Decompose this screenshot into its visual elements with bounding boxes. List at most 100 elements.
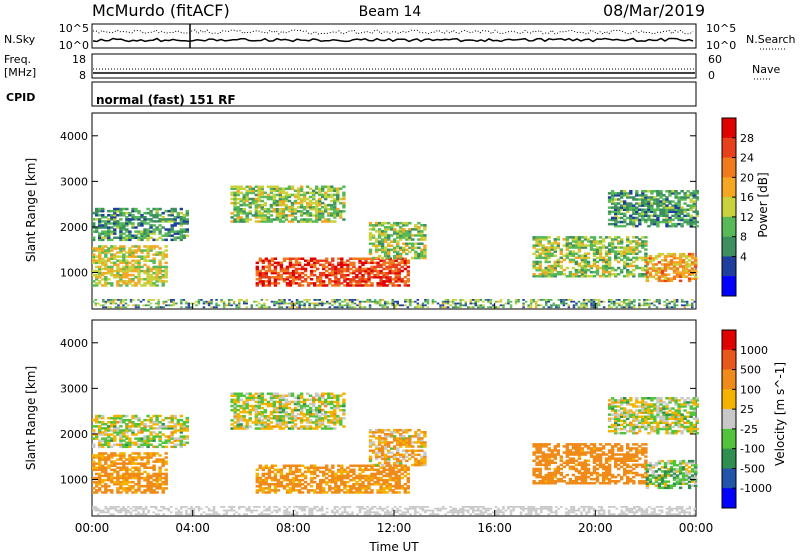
data-cell	[134, 276, 138, 279]
data-cell	[131, 278, 135, 281]
data-cell	[607, 236, 612, 239]
data-cell	[146, 437, 150, 440]
data-cell	[95, 282, 99, 285]
data-cell	[644, 252, 648, 255]
data-cell	[158, 483, 162, 486]
data-cell	[300, 257, 305, 260]
ground-cell	[542, 299, 545, 301]
data-cell	[388, 269, 392, 273]
data-cell	[681, 275, 686, 278]
ground-cell	[446, 300, 450, 303]
data-cell	[137, 282, 141, 285]
data-cell	[322, 487, 326, 490]
data-cell	[128, 456, 132, 459]
data-cell	[346, 263, 350, 267]
data-cell	[261, 474, 265, 478]
data-cell	[423, 224, 427, 227]
data-cell	[666, 252, 671, 256]
data-cell	[131, 251, 135, 254]
data-cell	[385, 265, 389, 269]
data-cell	[635, 264, 639, 268]
data-cell	[583, 252, 588, 255]
data-cell	[233, 421, 237, 424]
ground-cell	[383, 302, 387, 305]
data-cell	[140, 431, 144, 434]
data-cell	[152, 278, 156, 281]
data-cell	[110, 433, 114, 436]
data-cell	[257, 419, 261, 422]
ground-cell	[290, 302, 294, 305]
data-cell	[586, 252, 591, 255]
data-cell	[684, 275, 689, 278]
data-cell	[288, 280, 293, 283]
data-cell	[275, 396, 280, 400]
data-cell	[361, 491, 365, 494]
data-cell	[98, 282, 102, 285]
data-cell	[236, 415, 240, 418]
data-cell	[173, 425, 177, 428]
data-cell	[376, 470, 380, 474]
data-cell	[327, 203, 331, 207]
data-cell	[266, 210, 271, 213]
data-cell	[164, 427, 168, 430]
data-cell	[104, 249, 108, 252]
data-cell	[119, 238, 123, 242]
ground-cell	[532, 300, 535, 303]
data-cell	[623, 252, 627, 255]
data-cell	[313, 257, 317, 260]
data-cell	[113, 253, 117, 256]
data-cell	[291, 276, 296, 279]
data-cell	[342, 193, 346, 197]
data-cell	[680, 206, 684, 209]
data-cell	[692, 218, 696, 222]
data-cell	[680, 222, 684, 226]
data-cell	[278, 427, 283, 430]
data-cell	[110, 255, 114, 258]
data-cell	[278, 402, 283, 406]
data-cell	[279, 468, 284, 472]
data-cell	[571, 254, 576, 257]
data-cell	[337, 464, 341, 467]
data-cell	[273, 282, 278, 285]
data-cell	[312, 191, 316, 195]
data-cell	[556, 262, 560, 266]
ground-cell	[592, 300, 596, 303]
data-cell	[308, 425, 313, 428]
data-cell	[321, 201, 325, 205]
ground-cell	[565, 299, 568, 301]
data-cell	[288, 487, 293, 490]
ground-cell	[421, 302, 425, 305]
nsky-label: N.Sky	[4, 33, 36, 46]
ground-cell	[529, 306, 533, 309]
data-cell	[257, 423, 261, 426]
data-cell	[391, 265, 395, 269]
data-cell	[565, 248, 569, 251]
ground-cell	[625, 306, 628, 309]
data-cell	[98, 280, 102, 283]
data-cell	[340, 259, 344, 262]
ground-cell	[534, 302, 538, 305]
data-cell	[662, 200, 666, 203]
data-cell	[258, 271, 262, 275]
data-cell	[161, 265, 165, 269]
data-cell	[686, 190, 690, 193]
data-cell	[257, 417, 261, 420]
data-cell	[272, 400, 277, 404]
data-cell	[342, 206, 346, 209]
data-cell	[258, 259, 262, 262]
data-cell	[387, 221, 391, 225]
data-cell	[239, 185, 243, 188]
data-cell	[358, 487, 362, 490]
ground-cell	[479, 304, 483, 307]
data-cell	[257, 195, 261, 199]
data-cell	[248, 197, 252, 201]
ground-cell	[618, 299, 621, 301]
data-cell	[574, 262, 579, 266]
data-cell	[122, 454, 126, 457]
data-cell	[158, 427, 162, 430]
data-cell	[294, 489, 299, 492]
data-cell	[641, 240, 645, 243]
data-cell	[305, 197, 310, 201]
data-cell	[411, 246, 415, 250]
data-cell	[137, 474, 141, 478]
